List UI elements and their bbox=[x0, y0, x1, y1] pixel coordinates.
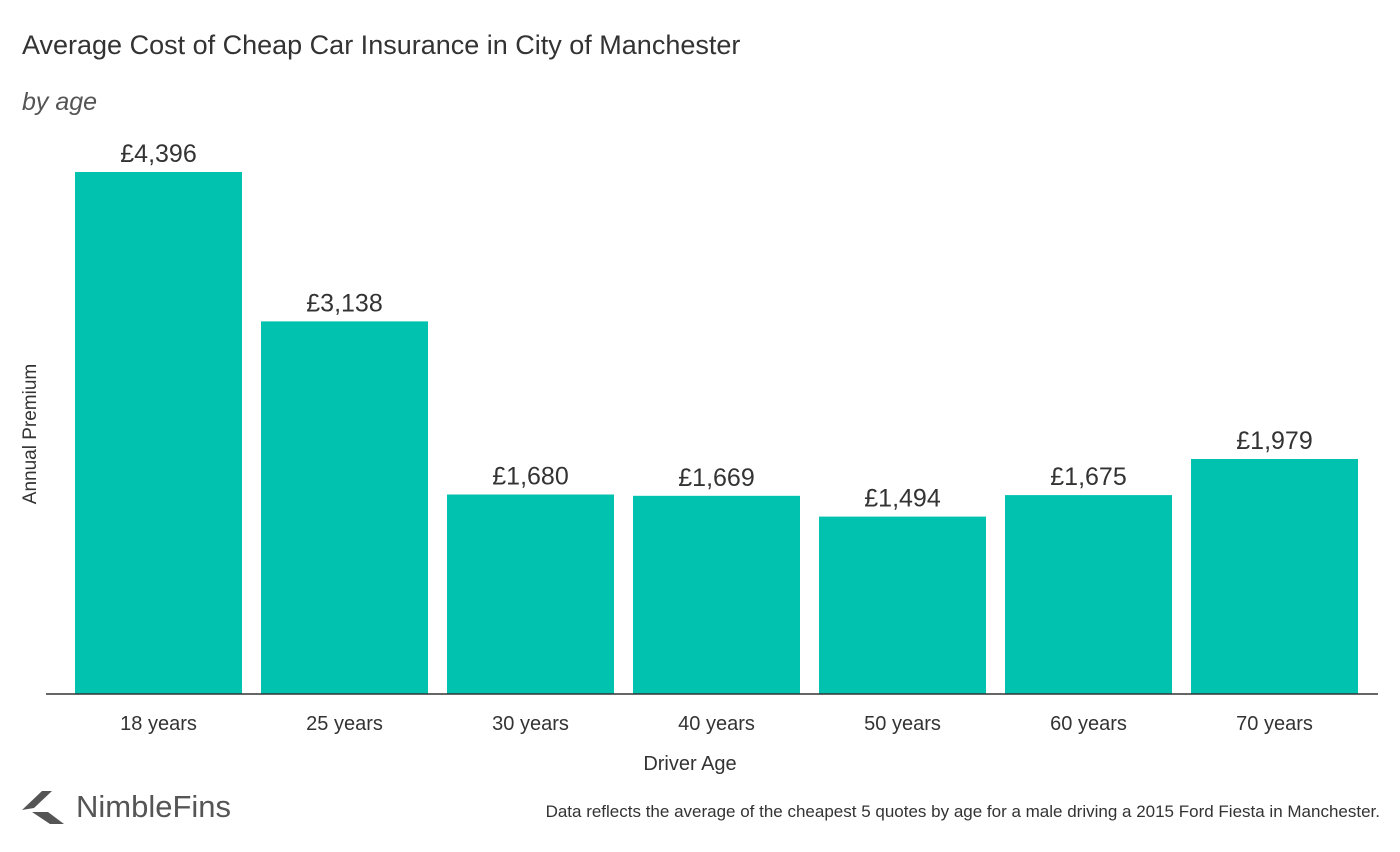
bar-4 bbox=[633, 495, 800, 694]
x-axis-label: Driver Age bbox=[643, 753, 736, 775]
value-label-2: £3,138 bbox=[306, 289, 382, 317]
x-tick-label-5: 50 years bbox=[864, 713, 941, 735]
value-label-3: £1,680 bbox=[492, 463, 568, 491]
x-tick-label-1: 18 years bbox=[120, 713, 197, 735]
x-tick-label-6: 60 years bbox=[1050, 713, 1127, 735]
value-label-4: £1,669 bbox=[678, 464, 754, 492]
x-tick-labels-group: 18 years 25 years 30 years 40 years 50 years… bbox=[120, 713, 1313, 735]
chart-subtitle: by age bbox=[22, 88, 98, 116]
x-tick-label-7: 70 years bbox=[1236, 713, 1313, 735]
brand-name: NimbleFins bbox=[76, 789, 232, 824]
data-footnote: Data reflects the average of the cheapes… bbox=[545, 802, 1380, 821]
bar-1 bbox=[75, 172, 242, 694]
value-label-1: £4,396 bbox=[120, 140, 196, 168]
value-label-7: £1,979 bbox=[1236, 427, 1312, 455]
chart-title: Average Cost of Cheap Car Insurance in C… bbox=[22, 30, 741, 60]
value-labels-group: £4,396 £3,138 £1,680 £1,669 £1,494 £1,675 £1,9… bbox=[120, 140, 1312, 513]
bar-3 bbox=[447, 494, 614, 694]
bar-2 bbox=[261, 321, 428, 694]
y-axis-label: Annual Premium bbox=[20, 364, 41, 504]
brand-logo: NimbleFins bbox=[20, 785, 231, 829]
bar-5 bbox=[819, 516, 986, 694]
x-tick-label-2: 25 years bbox=[306, 713, 383, 735]
nimblefins-chevron-icon bbox=[22, 791, 64, 824]
bar-7 bbox=[1191, 459, 1358, 694]
value-label-5: £1,494 bbox=[864, 485, 941, 513]
x-tick-label-3: 30 years bbox=[492, 713, 569, 735]
bar-6 bbox=[1005, 495, 1172, 694]
bars-group bbox=[75, 172, 1358, 694]
x-tick-label-4: 40 years bbox=[678, 713, 755, 735]
value-label-6: £1,675 bbox=[1050, 463, 1126, 491]
